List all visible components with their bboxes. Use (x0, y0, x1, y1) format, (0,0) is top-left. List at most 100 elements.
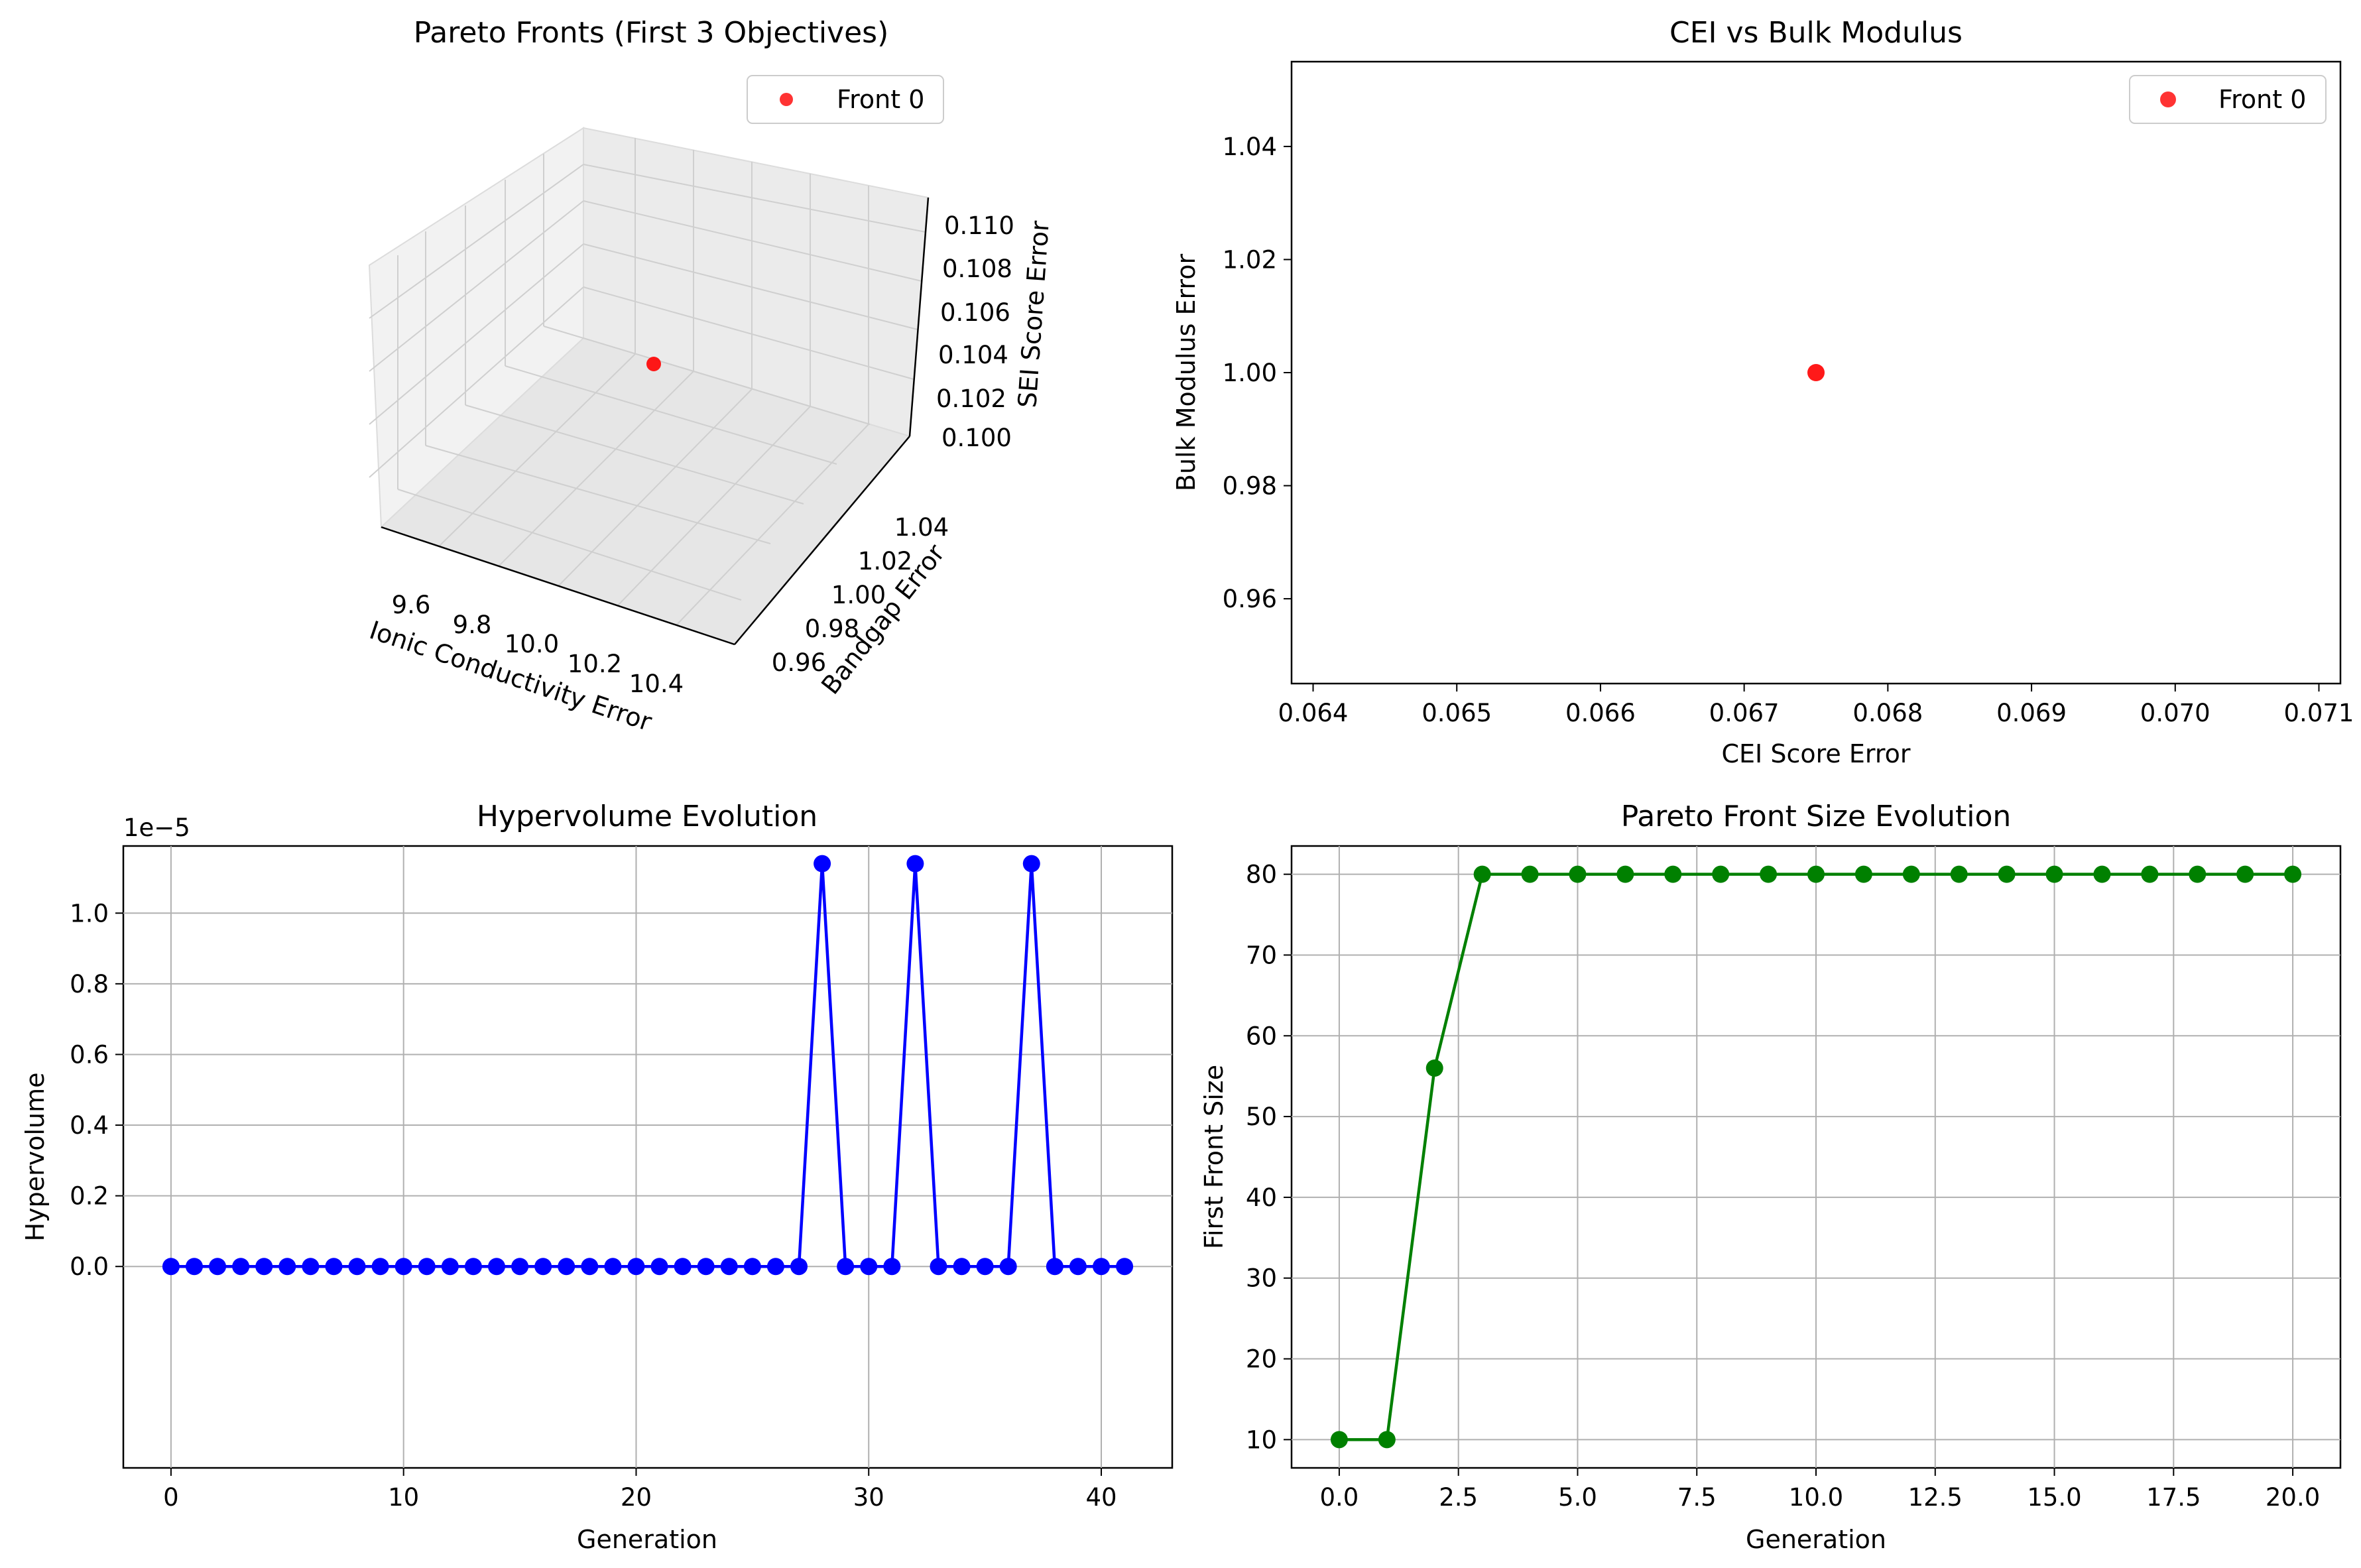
cei-x-tick-label: 0.066 (1565, 699, 1636, 727)
hv-point (906, 855, 924, 873)
hv-point (650, 1258, 668, 1276)
fs-x-tick-label: 15.0 (2027, 1483, 2081, 1512)
hv-point (790, 1258, 808, 1276)
hv-x-label: Generation (577, 1525, 717, 1554)
cei-bulk-panel: CEI vs Bulk Modulus CEI Score Error Bulk… (1172, 16, 2354, 768)
hv-point (1022, 855, 1040, 873)
pareto-3d-legend: Front 0 (747, 75, 944, 124)
hv-point (1116, 1258, 1134, 1276)
hv-x-tick-label: 40 (1085, 1483, 1117, 1512)
pareto-3d-y-tick: 1.02 (858, 547, 912, 575)
hv-point (930, 1258, 947, 1276)
hv-y-tick-label: 0.4 (70, 1111, 109, 1140)
cei-title: CEI vs Bulk Modulus (1669, 16, 1963, 50)
pareto-3d-legend-box (747, 75, 944, 124)
hv-offset-text: 1e−5 (123, 814, 190, 842)
hv-point (604, 1258, 622, 1276)
pareto-3d-x-tick: 10.2 (568, 650, 622, 678)
hypervolume-panel: Hypervolume Evolution Generation Hypervo… (21, 800, 1174, 1554)
cei-y-ticks: 0.96 0.98 1.00 1.02 1.04 (1223, 133, 1292, 613)
cei-legend: Front 0 (2129, 75, 2327, 124)
front-size-panel: Pareto Front Size Evolution Generation F… (1199, 800, 2342, 1554)
pareto-3d-point (646, 357, 661, 371)
cei-x-tick-label: 0.065 (1422, 699, 1492, 727)
fs-x-tick-label: 20.0 (2266, 1483, 2320, 1512)
hv-point (209, 1258, 227, 1276)
hv-x-tick-label: 0 (163, 1483, 179, 1512)
pareto-3d-grid (369, 138, 926, 626)
fs-point (1854, 865, 1872, 883)
hv-marks (162, 855, 1134, 1276)
hv-x-tick-label: 30 (853, 1483, 884, 1512)
fs-y-tick-label: 60 (1246, 1022, 1277, 1050)
hv-y-ticks: 0.0 0.2 0.4 0.6 0.8 1.0 (70, 899, 123, 1281)
hv-point (185, 1258, 203, 1276)
fs-point (1902, 865, 1920, 883)
pareto-3d-z-tick: 0.104 (938, 341, 1008, 369)
pareto-3d-z-ticks: 0.100 0.102 0.104 0.106 0.108 0.110 (936, 211, 1014, 452)
hv-point (860, 1258, 878, 1276)
fs-grid (1292, 846, 2340, 1468)
cei-y-label: Bulk Modulus Error (1172, 254, 1201, 492)
hv-x-tick-label: 20 (621, 1483, 652, 1512)
pareto-3d-z-tick: 0.108 (942, 255, 1012, 283)
pareto-3d-x-axis (381, 526, 735, 646)
hv-point (697, 1258, 715, 1276)
hv-point (278, 1258, 296, 1276)
hv-y-tick-label: 0.6 (70, 1040, 109, 1069)
fs-x-tick-label: 17.5 (2146, 1483, 2201, 1512)
hv-point (255, 1258, 273, 1276)
hv-point (720, 1258, 738, 1276)
cei-y-tick-label: 1.04 (1223, 133, 1277, 161)
cei-x-tick-label: 0.064 (1278, 699, 1349, 727)
pareto-3d-panel: Pareto Fronts (First 3 Objectives) (366, 16, 1055, 737)
hv-point (348, 1258, 366, 1276)
fs-y-tick-label: 50 (1246, 1103, 1277, 1131)
fs-x-tick-label: 5.0 (1558, 1483, 1597, 1512)
fs-title: Pareto Front Size Evolution (1621, 800, 2012, 833)
hv-x-ticks: 0 10 20 30 40 (163, 1468, 1117, 1512)
hv-point (837, 1258, 855, 1276)
cei-marks (1807, 364, 1825, 381)
pareto-3d-y-axis (734, 436, 910, 645)
hv-title: Hypervolume Evolution (477, 800, 817, 833)
hv-point (232, 1258, 250, 1276)
fs-point (2045, 865, 2063, 883)
fs-point (1330, 1431, 1348, 1449)
hv-point (1093, 1258, 1111, 1276)
hv-y-tick-label: 0.0 (70, 1252, 109, 1281)
fs-x-label: Generation (1746, 1525, 1886, 1554)
fs-y-tick-label: 20 (1246, 1345, 1277, 1374)
fs-point (2141, 865, 2159, 883)
hv-point (766, 1258, 784, 1276)
pareto-3d-z-axis (908, 197, 930, 437)
fs-point (1760, 865, 1778, 883)
pareto-3d-legend-label: Front 0 (837, 85, 924, 114)
hv-plot-frame (122, 845, 1174, 1469)
fs-point (1569, 865, 1587, 883)
fs-point (1616, 865, 1634, 883)
fs-x-tick-label: 0.0 (1319, 1483, 1359, 1512)
cei-x-tick-label: 0.069 (1996, 699, 2067, 727)
fs-point (1712, 865, 1730, 883)
fs-y-ticks: 10 20 30 40 50 60 70 80 (1246, 861, 1292, 1454)
hv-point (558, 1258, 575, 1276)
hv-series-line (170, 863, 1125, 1268)
hv-x-tick-label: 10 (388, 1483, 419, 1512)
pareto-3d-z-label: SEI Score Error (1012, 219, 1055, 408)
pareto-3d-z-tick: 0.102 (936, 385, 1006, 413)
cei-y-tick-label: 0.98 (1223, 472, 1277, 501)
fs-x-tick-label: 10.0 (1789, 1483, 1843, 1512)
fs-point (2284, 865, 2302, 883)
hv-grid (123, 846, 1172, 1468)
hv-point (581, 1258, 599, 1276)
fs-point (2093, 865, 2111, 883)
fs-marks (1330, 865, 2302, 1449)
fs-point (1425, 1059, 1443, 1077)
fs-x-tick-label: 7.5 (1677, 1483, 1717, 1512)
pareto-3d-x-tick: 10.4 (629, 670, 684, 698)
cei-x-ticks: 0.064 0.065 0.066 0.067 0.068 0.069 0.070 0.071 (1278, 684, 2354, 727)
fs-y-tick-label: 70 (1246, 941, 1277, 969)
fs-point (2189, 865, 2207, 883)
hv-point (418, 1258, 436, 1276)
